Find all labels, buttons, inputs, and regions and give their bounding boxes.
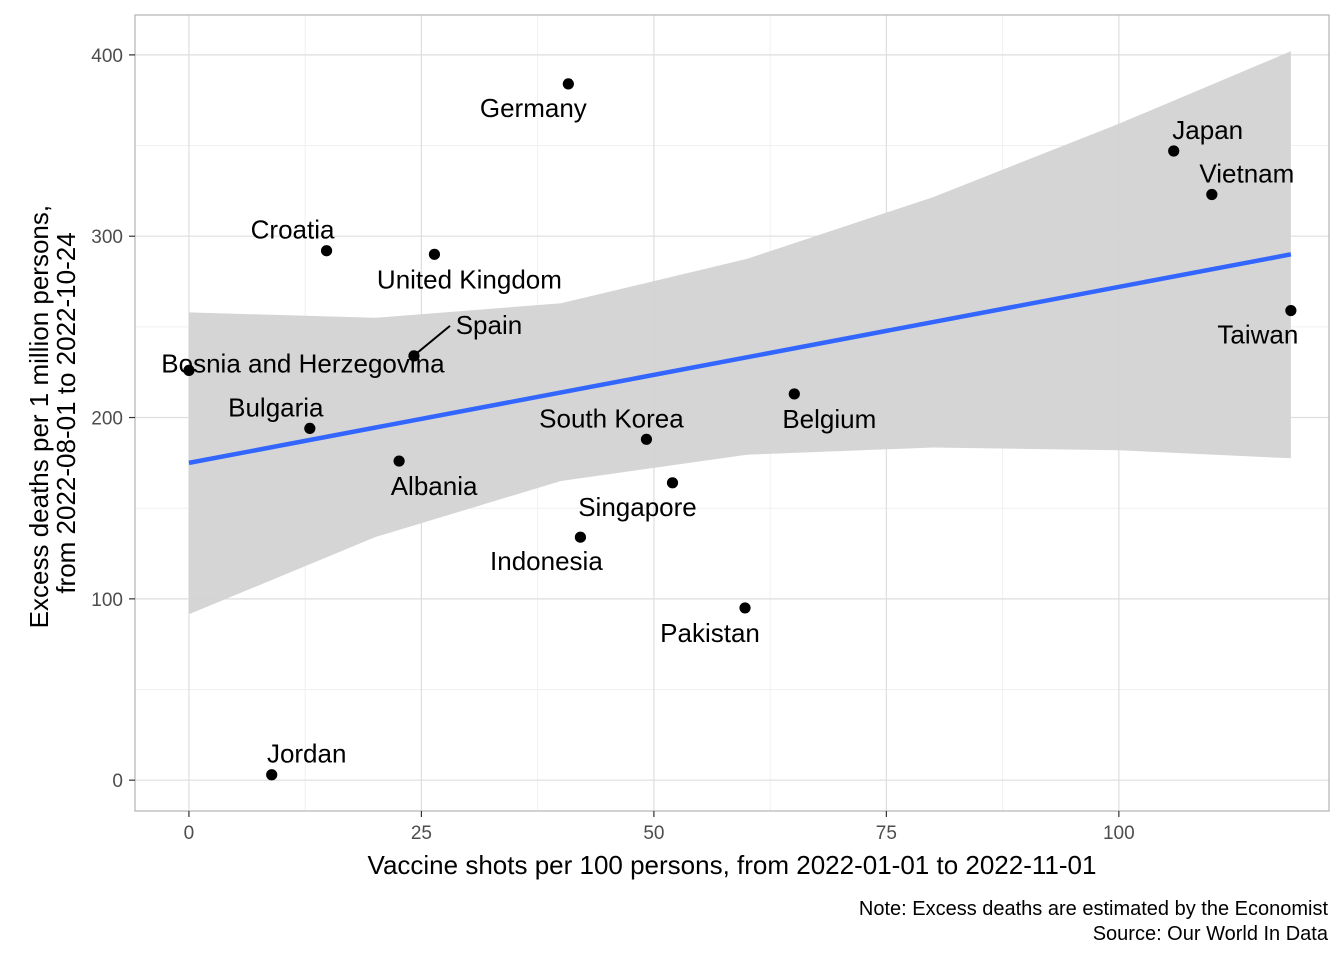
label-japan: Japan [1172, 115, 1243, 145]
y-tick-label: 200 [91, 409, 123, 430]
caption-source: Source: Our World In Data [1093, 923, 1329, 945]
spain-label-leader-line [415, 325, 451, 355]
x-tick-label: 0 [184, 823, 195, 844]
point-bulgaria [304, 422, 316, 435]
label-belgium: Belgium [782, 404, 876, 434]
label-pakistan: Pakistan [660, 618, 760, 648]
label-south-korea: South Korea [539, 403, 684, 433]
label-taiwan: Taiwan [1217, 320, 1298, 350]
y-tick-label: 0 [112, 771, 123, 792]
regression-line [188, 252, 1292, 466]
point-germany [562, 78, 574, 90]
x-tick-label: 50 [643, 823, 664, 844]
point-jordan [266, 769, 278, 781]
y-tick-label: 400 [91, 46, 123, 67]
point-taiwan [1285, 304, 1297, 317]
y-tick-label: 300 [91, 227, 123, 248]
point-vietnam [1206, 188, 1218, 201]
label-jordan: Jordan [267, 739, 347, 769]
x-tick-label: 100 [1103, 823, 1135, 844]
confidence-band [188, 51, 1291, 615]
point-spain [408, 350, 420, 362]
x-axis-ticks: 0 25 50 75 100 [184, 811, 1135, 844]
label-bosnia-and-herzegovina: Bosnia and Herzegovina [161, 348, 445, 378]
y-axis-title-line-1: Excess deaths per 1 million persons, [24, 205, 54, 628]
point-south-korea [640, 433, 653, 445]
data-point-labels: Germany Japan Vietnam Croatia United Kingdom… [161, 93, 1298, 769]
y-tick-label: 100 [91, 590, 123, 611]
point-belgium [788, 388, 800, 400]
x-tick-label: 25 [411, 823, 432, 844]
point-indonesia [574, 531, 587, 543]
point-singapore [666, 477, 679, 489]
label-united-kingdom: United Kingdom [377, 264, 562, 294]
point-croatia [320, 245, 333, 257]
data-points [183, 78, 1297, 781]
x-tick-label: 75 [876, 823, 897, 844]
point-united-kingdom [428, 248, 441, 260]
label-germany: Germany [480, 93, 587, 123]
label-indonesia: Indonesia [490, 546, 603, 576]
label-spain: Spain [456, 310, 523, 340]
caption-note: Note: Excess deaths are estimated by the… [859, 898, 1329, 920]
y-axis-title-line-2: from 2022-08-01 to 2022-10-24 [51, 232, 81, 593]
label-albania: Albania [391, 471, 478, 501]
point-japan [1168, 145, 1180, 157]
label-singapore: Singapore [578, 492, 697, 522]
label-croatia: Croatia [251, 215, 335, 245]
label-bulgaria: Bulgaria [228, 392, 324, 422]
x-axis-title: Vaccine shots per 100 persons, from 2022… [368, 850, 1097, 880]
point-bosnia-and-herzegovina [183, 364, 195, 376]
label-vietnam: Vietnam [1199, 159, 1294, 189]
y-axis-ticks: 0 100 200 300 400 [91, 46, 135, 792]
y-axis-title: Excess deaths per 1 million persons, fro… [24, 198, 81, 629]
plot-border [134, 14, 1330, 812]
point-pakistan [739, 602, 751, 614]
point-albania [393, 455, 405, 467]
